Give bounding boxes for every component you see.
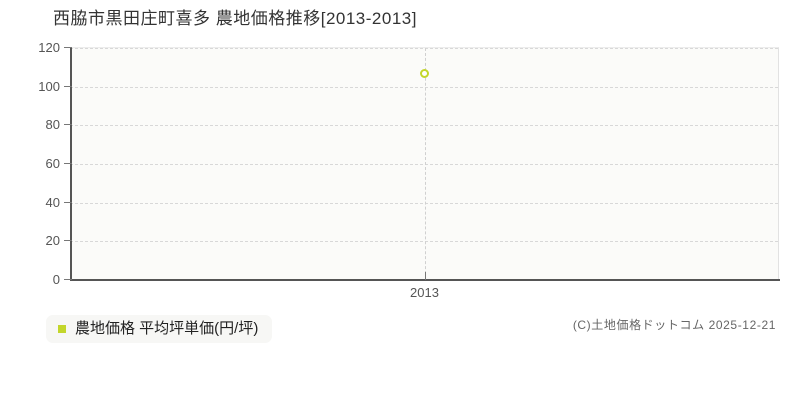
copyright-credit: (C)土地価格ドットコム 2025-12-21 — [572, 318, 776, 332]
y-axis-tick — [64, 201, 72, 203]
chart-legend[interactable]: 農地価格 平均坪単価(円/坪) — [46, 315, 273, 343]
y-axis-tick — [64, 163, 72, 164]
y-gridline — [70, 48, 778, 49]
y-axis-label: 0 — [52, 272, 60, 287]
y-axis-label: 40 — [45, 194, 60, 210]
y-axis-label: 80 — [45, 117, 60, 133]
plot-area — [70, 47, 779, 279]
x-axis-line — [70, 279, 780, 281]
x-axis-tick — [424, 272, 426, 280]
y-gridline — [70, 241, 778, 243]
y-axis-tick — [64, 240, 72, 242]
data-point-marker[interactable] — [420, 68, 429, 78]
y-axis-label: 20 — [45, 233, 60, 249]
y-axis-label: 120 — [38, 40, 60, 55]
y-gridline — [70, 125, 778, 127]
legend-series-label: 農地価格 平均坪単価(円/坪) — [75, 320, 259, 337]
chart-title: 西脇市黒田庄町喜多 農地価格推移[2013-2013] — [53, 9, 417, 28]
y-gridline — [70, 202, 778, 204]
y-axis-tick — [64, 124, 72, 126]
y-axis-tick — [64, 279, 72, 280]
x-gridline — [424, 48, 426, 279]
x-axis-label: 2013 — [410, 285, 439, 300]
y-gridline — [70, 164, 778, 165]
y-axis-label: 100 — [38, 78, 60, 94]
y-axis-tick — [64, 85, 72, 87]
legend-swatch-icon — [58, 325, 66, 333]
y-axis-tick — [64, 47, 72, 48]
y-gridline — [70, 86, 778, 88]
y-axis-label: 60 — [45, 156, 60, 171]
